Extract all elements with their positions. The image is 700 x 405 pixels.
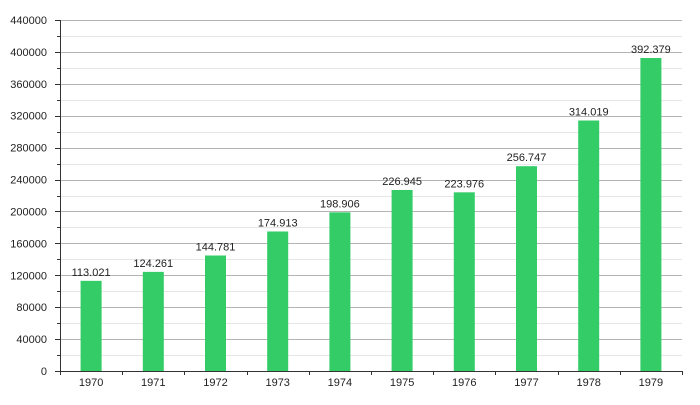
y-tick-label: 120000	[10, 270, 47, 282]
bar-1973	[267, 231, 289, 371]
labels: 113.021 1970 124.261 1971 144.781 1972 174.913…	[10, 15, 671, 389]
y-tick-label: 80000	[16, 302, 47, 314]
data-label-1971: 124.261	[133, 258, 173, 270]
bar-1971	[142, 271, 164, 371]
x-tick-label: 1974	[328, 377, 352, 389]
data-label-1975: 226.945	[382, 176, 422, 188]
x-tick-label: 1979	[639, 377, 663, 389]
x-tick-label: 1977	[514, 377, 538, 389]
y-tick-label: 400000	[10, 47, 47, 59]
bar-1970	[80, 280, 102, 371]
y-tick-label: 40000	[16, 334, 47, 346]
y-tick-label: 280000	[10, 143, 47, 155]
x-tick-label: 1970	[79, 377, 103, 389]
data-label-1976: 223.976	[444, 178, 484, 190]
data-label-1978: 314.019	[569, 107, 609, 119]
bar-1972	[205, 255, 226, 371]
bar-1974	[329, 212, 351, 371]
data-label-1970: 113.021	[72, 267, 111, 279]
y-tick-label: 0	[41, 366, 47, 378]
x-tick-label: 1971	[141, 377, 165, 389]
x-tick-label: 1973	[265, 377, 289, 389]
axes	[55, 20, 683, 375]
data-label-1973: 174.913	[258, 217, 298, 229]
data-label-1977: 256.747	[507, 152, 547, 164]
bar-1977	[516, 166, 537, 371]
y-tick-label: 200000	[10, 206, 47, 218]
x-tick-label: 1978	[576, 377, 600, 389]
data-label-1974: 198.906	[320, 198, 360, 210]
data-label-1972: 144.781	[196, 242, 236, 254]
bars	[80, 57, 662, 372]
bar-1979	[640, 57, 662, 372]
data-label-1979: 392.379	[631, 44, 671, 56]
x-tick-label: 1975	[390, 377, 414, 389]
y-tick-label: 320000	[10, 111, 47, 123]
bar-1978	[578, 120, 600, 371]
x-tick-label: 1972	[203, 377, 227, 389]
y-tick-label: 360000	[10, 79, 47, 91]
bar-1976	[453, 192, 475, 371]
y-tick-label: 240000	[10, 175, 47, 187]
y-tick-label: 440000	[10, 15, 47, 27]
y-tick-label: 160000	[10, 238, 47, 250]
bar-1975	[391, 189, 413, 371]
x-tick-label: 1976	[452, 377, 476, 389]
